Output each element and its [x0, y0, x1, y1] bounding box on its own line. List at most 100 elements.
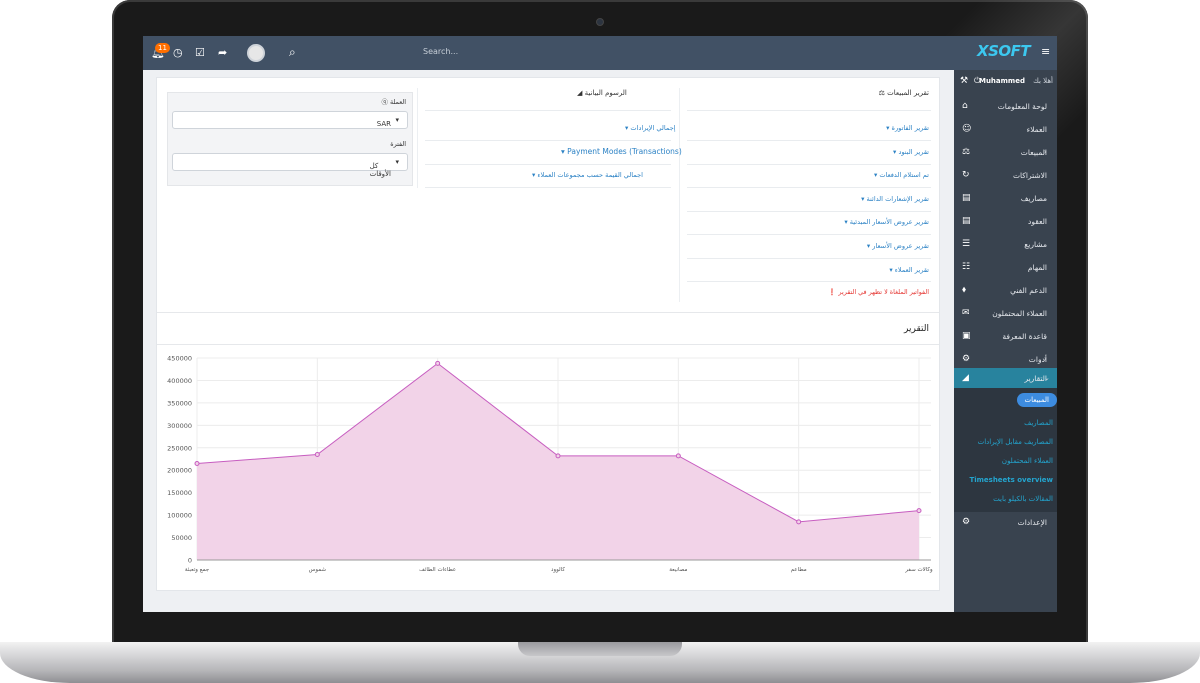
link-items-report[interactable]: ▾ تقرير البنود — [893, 148, 929, 156]
inbox-icon: ✉ — [962, 308, 970, 318]
wrench-icon[interactable]: ⚒ — [960, 76, 969, 86]
link-total-income[interactable]: ▾ إجمالي الإيرادات — [625, 124, 676, 132]
sidebar-item-support[interactable]: ⬧ الدعم الفني — [962, 285, 1047, 295]
sidebar-item-reports[interactable]: ◢ ⌄ التقارير — [954, 368, 1057, 390]
data-point — [194, 460, 200, 466]
sidebar-item-leads[interactable]: ✉ العملاء المحتملون — [962, 308, 1047, 318]
x-tick-label: عطاءات الطائف — [419, 567, 456, 573]
sidebar-item-sales[interactable]: ⚖ › المبيعات — [962, 147, 1047, 157]
sidebar-item-expenses[interactable]: ▤ مصاريف — [962, 193, 1047, 203]
sidebar-item-dashboard[interactable]: ⌂ لوحة المعلومات — [962, 101, 1047, 111]
share-icon[interactable]: ➦ — [218, 46, 228, 59]
data-point — [435, 360, 441, 366]
divider — [425, 140, 671, 141]
search-input[interactable]: Search... — [423, 47, 459, 56]
logo[interactable]: XSOFT — [977, 42, 1031, 60]
screen: 🔔︎ 11 ◷ ☑ ➦ ⌕ Search... XSOFT ≡ ⚒ ⏻ Muha… — [143, 36, 1057, 612]
sidebar-item-projects[interactable]: ☰ مشاريع — [962, 239, 1047, 249]
search-icon[interactable]: ⌕ — [289, 45, 296, 59]
area-chart-icon: ◢ — [962, 373, 969, 383]
chevron-right-icon: › — [1044, 148, 1047, 156]
sales-area-chart: 0 50000 100000 150000 200000 250000 300000 3500… — [167, 355, 933, 574]
refresh-icon: ↻ — [962, 170, 970, 180]
column-divider — [679, 88, 680, 302]
link-estimates-report[interactable]: ▾ تقرير عروض الأسعار — [866, 242, 929, 250]
ticket-icon: ⬧ — [962, 285, 967, 295]
bars-icon: ☰ — [962, 239, 971, 249]
column-divider — [417, 88, 418, 188]
y-tick-label: 150000 — [167, 489, 192, 497]
notification-badge: 11 — [155, 43, 170, 53]
y-tick-label: 250000 — [167, 444, 192, 452]
x-tick-label: جمع وتعبئة — [185, 567, 209, 573]
document-icon: ▤ — [962, 216, 971, 226]
user-icon: ☺ — [962, 124, 972, 134]
menu-toggle-icon[interactable]: ≡ — [1041, 45, 1051, 58]
currency-select[interactable]: SAR ▾ — [172, 111, 408, 129]
sidebar-item-settings[interactable]: ⚙ الإعدادات — [962, 517, 1047, 527]
chevron-down-icon: ⌄ — [1044, 374, 1050, 382]
sidebar: ⚒ ⏻ Muhammed أهلا بك ⌂ لوحة المعلومات ☺ ال… — [954, 70, 1057, 612]
link-credit-notes-report[interactable]: ▾ تقرير الإشعارات الدائنة — [861, 195, 929, 203]
sidebar-item-knowledge-base[interactable]: ▣ قاعدة المعرفة — [962, 331, 1047, 341]
divider — [687, 140, 931, 141]
tasks-icon: ☷ — [962, 262, 971, 272]
x-tick-label: مصانيعة — [669, 567, 687, 573]
chevron-right-icon: › — [1044, 355, 1047, 363]
y-tick-label: 200000 — [167, 467, 192, 475]
sidebar-item-subscriptions[interactable]: ↻ الاشتراكات — [962, 170, 1047, 180]
sidebar-item-tasks[interactable]: ☷ المهام — [962, 262, 1047, 272]
data-point — [675, 453, 681, 459]
divider — [687, 211, 931, 212]
x-tick-label: شموس — [309, 567, 327, 573]
submenu-expenses[interactable]: المصاريف — [1024, 419, 1053, 427]
gear-icon: ⚙ — [962, 517, 971, 527]
period-select[interactable]: كل الأوقات ▾ — [172, 153, 408, 178]
series-area — [197, 363, 919, 560]
link-payment-modes[interactable]: ▾ Payment Modes (Transactions) — [561, 147, 682, 156]
divider — [425, 164, 671, 165]
y-tick-label: 50000 — [171, 534, 192, 542]
y-tick-label: 350000 — [167, 399, 192, 407]
submenu-sales[interactable]: المبيعات — [1016, 393, 1057, 407]
divider — [687, 187, 931, 188]
checkbox-icon[interactable]: ☑ — [195, 46, 205, 59]
sidebar-item-tools[interactable]: ⚙ › أدوات — [962, 354, 1047, 364]
file-icon: ▤ — [962, 193, 971, 203]
submenu-kb-articles[interactable]: المقالات بالكيلو بايت — [993, 495, 1053, 503]
cancelled-invoices-warning: ❗ الفواتير الملغاة لا تظهر في التقرير — [828, 288, 929, 296]
power-icon[interactable]: ⏻ — [974, 76, 981, 85]
data-point — [916, 508, 922, 514]
area-chart-icon: ◢ — [577, 89, 583, 97]
divider — [687, 110, 931, 111]
balance-icon: ⚖ — [962, 147, 971, 157]
link-invoice-report[interactable]: ▾ تقرير الفاتورة — [886, 124, 929, 132]
y-tick-label: 300000 — [167, 422, 192, 430]
sidebar-user[interactable]: ⚒ ⏻ Muhammed أهلا بك — [954, 70, 1057, 92]
sidebar-item-customers[interactable]: ☺ العملاء — [962, 124, 1047, 134]
submenu-expenses-vs-income[interactable]: المصاريف مقابل الإيرادات — [977, 438, 1053, 446]
x-tick-label: مطاعم — [791, 567, 807, 573]
section-divider — [157, 344, 939, 345]
filters-box: ⓠ العملة SAR ▾ الفترة كل الأوقات ▾ — [167, 92, 413, 186]
data-point — [555, 453, 561, 459]
divider — [425, 187, 671, 188]
y-tick-label: 0 — [188, 557, 192, 565]
link-payments-received[interactable]: ▾ تم استلام الدفعات — [873, 171, 929, 179]
link-proposals-report[interactable]: ▾ تقرير عروض الأسعار المبدئية — [844, 218, 929, 226]
submenu-leads[interactable]: العملاء المحتملون — [1001, 457, 1053, 465]
link-customers-report[interactable]: ▾ تقرير العملاء — [889, 266, 929, 274]
link-total-by-customer-groups[interactable]: ▾ اجمالي القيمة حسب مجموعات العملاء — [532, 171, 643, 179]
sidebar-item-contracts[interactable]: ▤ العقود — [962, 216, 1047, 226]
user-name: Muhammed — [978, 77, 1025, 85]
divider — [687, 234, 931, 235]
avatar[interactable] — [247, 44, 265, 62]
clock-icon[interactable]: ◷ — [173, 46, 183, 59]
y-tick-label: 400000 — [167, 377, 192, 385]
question-icon: ⓠ — [381, 98, 388, 106]
cogs-icon: ⚙ — [962, 354, 971, 364]
divider — [687, 281, 931, 282]
submenu-timesheets[interactable]: Timesheets overview — [969, 476, 1053, 484]
section-divider — [157, 312, 939, 313]
